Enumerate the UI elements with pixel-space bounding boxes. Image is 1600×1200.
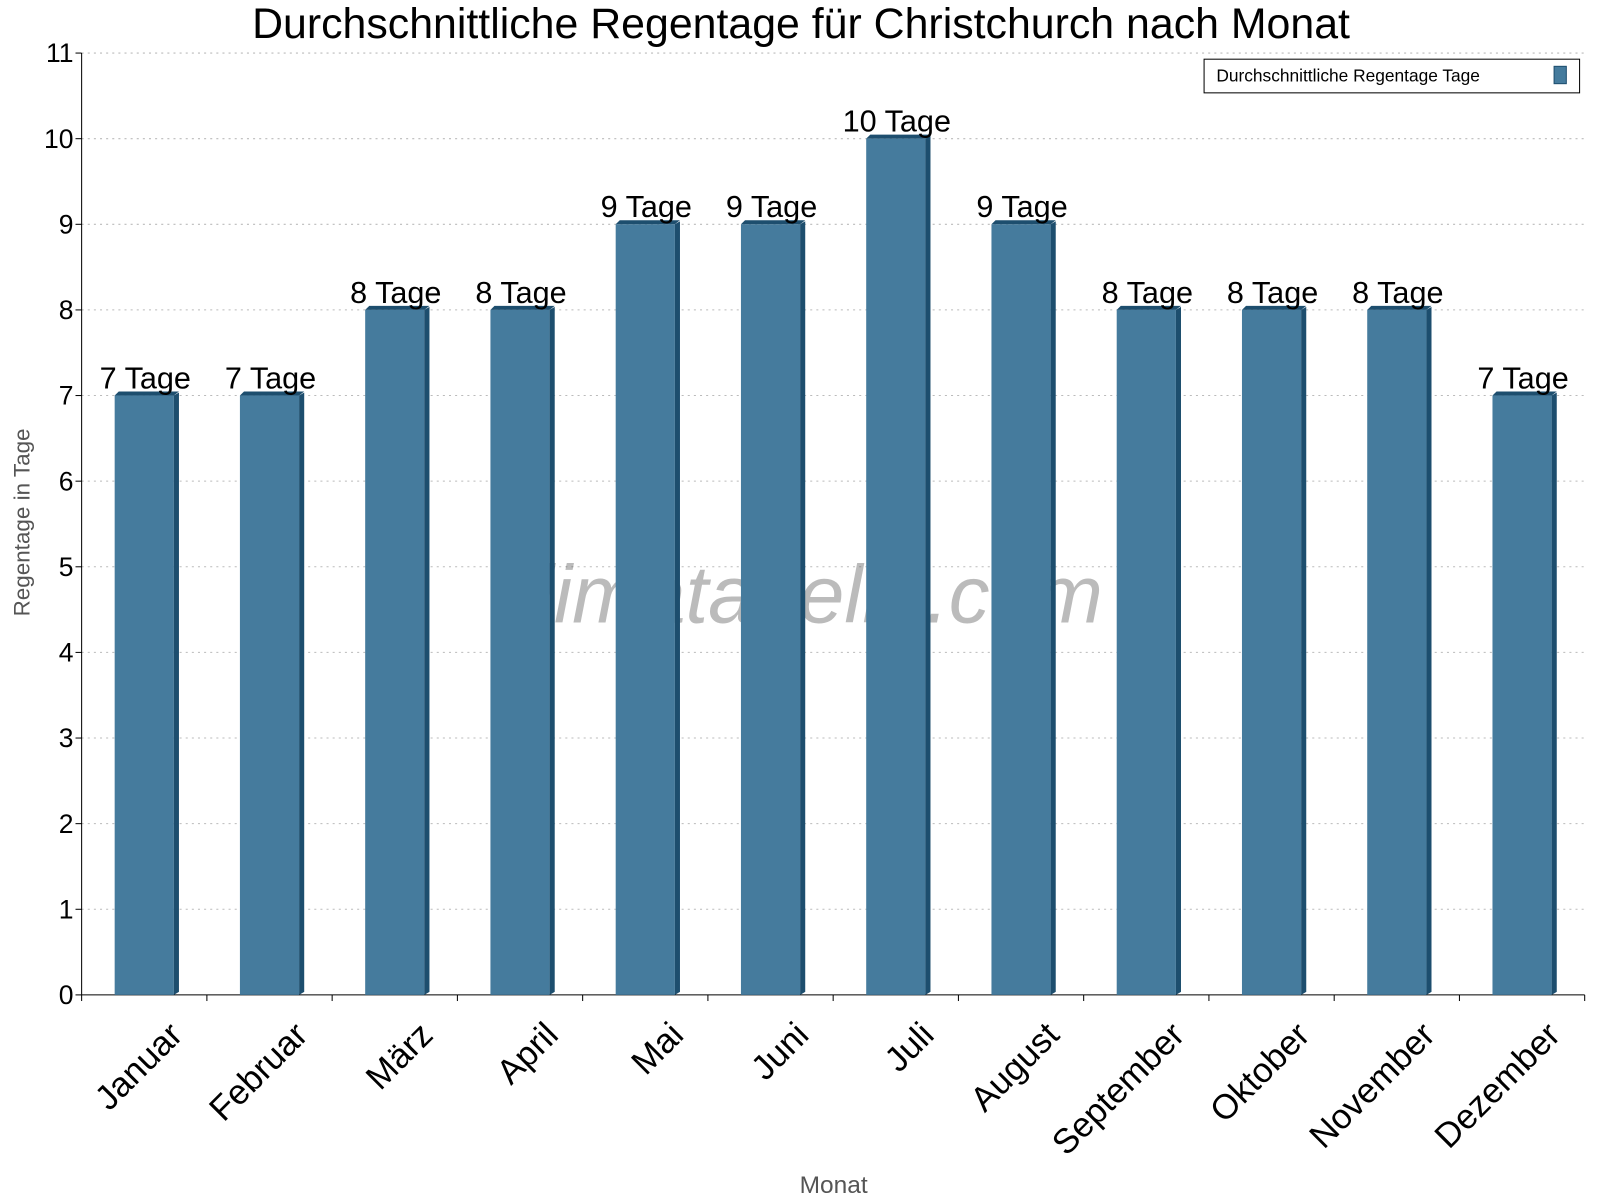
- bar-side: [549, 306, 555, 995]
- bar: [1116, 309, 1176, 995]
- bar-value-label: 8 Tage: [1102, 276, 1193, 310]
- x-axis-label: Monat: [800, 1172, 868, 1199]
- x-tick-label: Februar: [202, 1016, 315, 1129]
- bar-top: [365, 305, 430, 310]
- x-tick-label: Dezember: [1428, 1016, 1568, 1156]
- y-axis: 0 1 2 3 4 5 6 7 8 9 10 11: [44, 38, 83, 1010]
- x-tick-label: März: [359, 1016, 440, 1097]
- bar: [991, 224, 1051, 995]
- bar-value-label: 8 Tage: [1227, 276, 1318, 310]
- bar-value-label: 7 Tage: [225, 361, 316, 395]
- bar-side: [1175, 306, 1181, 995]
- bar: [239, 395, 300, 995]
- bar-side: [674, 221, 680, 995]
- legend-label: Durchschnittliche Regentage Tage: [1216, 66, 1480, 86]
- bar: [615, 224, 675, 995]
- bar-labels: 7 Tage 7 Tage 8 Tage 8 Tage 9 Tage 9 Tage 10 T…: [100, 105, 1569, 396]
- y-tick-label: 10: [44, 124, 74, 154]
- bar: [490, 309, 550, 995]
- bar-value-label: 9 Tage: [976, 190, 1067, 224]
- bar-top: [740, 220, 806, 225]
- x-tick-label: Juni: [744, 1016, 816, 1088]
- bar-side: [424, 306, 430, 995]
- bar: [1492, 395, 1552, 995]
- chart-title: Durchschnittliche Regentage für Christch…: [252, 0, 1350, 48]
- bar: [1367, 309, 1427, 995]
- bar: [866, 138, 926, 995]
- bar-side: [299, 392, 305, 995]
- y-tick-label: 11: [46, 38, 74, 68]
- legend-swatch: [1553, 65, 1567, 85]
- bar-value-label: 8 Tage: [475, 276, 566, 310]
- y-tick-label: 2: [59, 809, 74, 839]
- x-tick-label: August: [963, 1016, 1066, 1119]
- bar-top: [1367, 305, 1432, 310]
- bar-top: [114, 391, 179, 396]
- bar-value-label: 8 Tage: [1352, 276, 1443, 310]
- bar-side: [925, 135, 931, 995]
- bar-top: [239, 391, 305, 396]
- x-tick-label: April: [490, 1016, 566, 1092]
- bar-side: [1551, 392, 1557, 995]
- y-tick-label: 7: [59, 381, 74, 411]
- y-tick-label: 0: [59, 980, 74, 1010]
- bar-top: [615, 220, 680, 225]
- bar-top: [1116, 305, 1181, 310]
- bar-value-label: 10 Tage: [843, 105, 951, 139]
- bar-side: [1426, 306, 1432, 995]
- bar-top: [991, 220, 1056, 225]
- bar: [1241, 309, 1302, 995]
- y-tick-label: 1: [59, 894, 74, 924]
- bar-value-label: 9 Tage: [726, 190, 817, 224]
- bar: [365, 309, 425, 995]
- bar-value-label: 9 Tage: [601, 190, 692, 224]
- bar-top: [1492, 391, 1557, 396]
- bar-value-label: 8 Tage: [350, 276, 441, 310]
- bar-side: [173, 392, 179, 995]
- y-tick-label: 8: [59, 295, 74, 325]
- x-axis: Januar Februar März April Mai Juni Juli AugustS…: [81, 994, 1586, 1163]
- y-tick-label: 9: [59, 209, 74, 239]
- x-tick-label: Juli: [878, 1016, 942, 1080]
- grid-lines: [81, 52, 1585, 910]
- y-tick-label: 5: [59, 552, 74, 582]
- bar: [114, 395, 174, 995]
- bar-side: [1301, 306, 1307, 995]
- bar-side: [800, 221, 806, 995]
- legend-box: [1203, 58, 1581, 94]
- bars: [114, 134, 1557, 995]
- bar-top: [866, 134, 931, 139]
- legend[interactable]: Durchschnittliche Regentage Tage: [1203, 58, 1581, 94]
- x-tick-label: Mai: [625, 1016, 691, 1082]
- bar-side: [1050, 221, 1056, 995]
- bar: [740, 224, 801, 995]
- bar-value-label: 7 Tage: [100, 361, 191, 395]
- y-tick-label: 6: [59, 466, 74, 496]
- y-tick-label: 3: [59, 723, 74, 753]
- x-tick-label: Januar: [88, 1016, 190, 1118]
- bar-value-label: 7 Tage: [1477, 361, 1568, 395]
- x-tick-label: Oktober: [1203, 1016, 1317, 1130]
- x-tick-label: November: [1302, 1016, 1442, 1156]
- y-tick-label: 4: [59, 638, 74, 668]
- x-tick-label: September: [1045, 1016, 1192, 1163]
- y-axis-label: Regentage in Tage: [10, 428, 35, 616]
- bar-top: [1241, 305, 1307, 310]
- bar-top: [490, 305, 555, 310]
